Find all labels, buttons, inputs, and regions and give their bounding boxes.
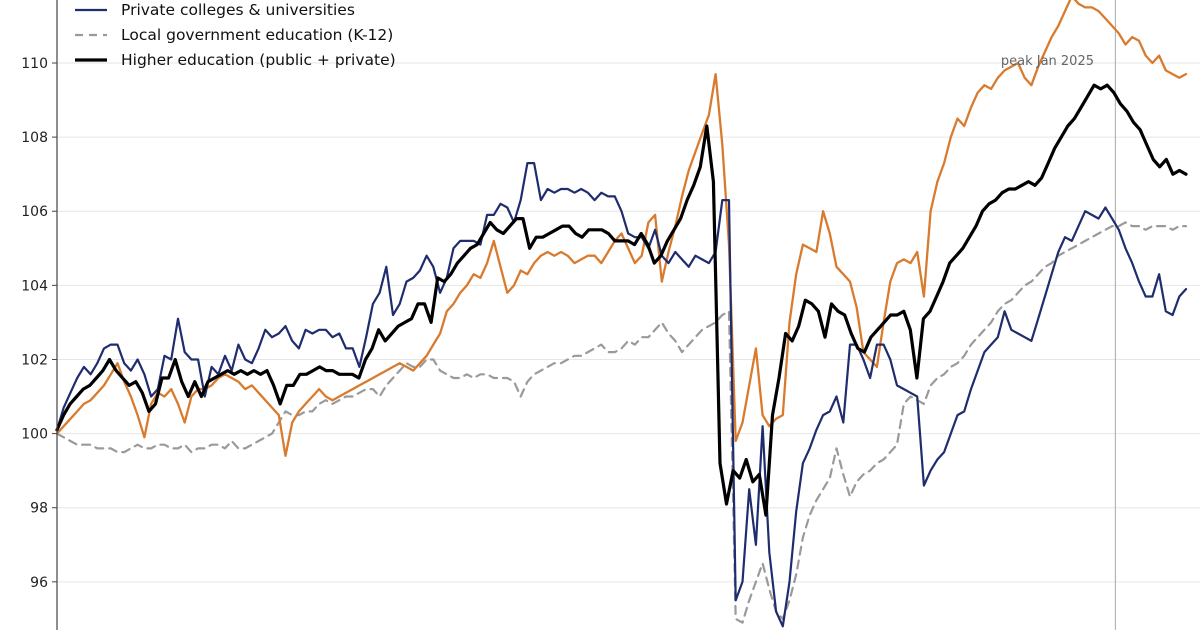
y-tick-label: 106: [21, 204, 48, 220]
legend-label: Higher education (public + private): [121, 51, 396, 69]
y-tick-label: 104: [21, 278, 48, 294]
y-axis: 96 98 100 102 104 106 108 110: [21, 0, 58, 630]
y-tick-label: 102: [21, 352, 48, 368]
series-line-0: [55, 162, 1188, 628]
series-line-3: [55, 0, 1188, 457]
peak-annotation: peak Jan 2025: [1001, 54, 1094, 69]
legend: Private colleges & universities Local gov…: [75, 1, 396, 69]
y-tick-label: 98: [30, 501, 48, 517]
series-lines: [55, 0, 1188, 628]
y-tick-label: 110: [21, 56, 48, 72]
y-tick-label: 96: [30, 575, 48, 591]
legend-label: Private colleges & universities: [121, 1, 355, 19]
series-line-2: [55, 83, 1188, 517]
y-tick-label: 100: [21, 427, 48, 443]
y-tick-label: 108: [21, 130, 48, 146]
series-line-1: [55, 221, 1188, 624]
legend-label: Local government education (K-12): [121, 26, 393, 44]
grid: [57, 62, 1200, 583]
